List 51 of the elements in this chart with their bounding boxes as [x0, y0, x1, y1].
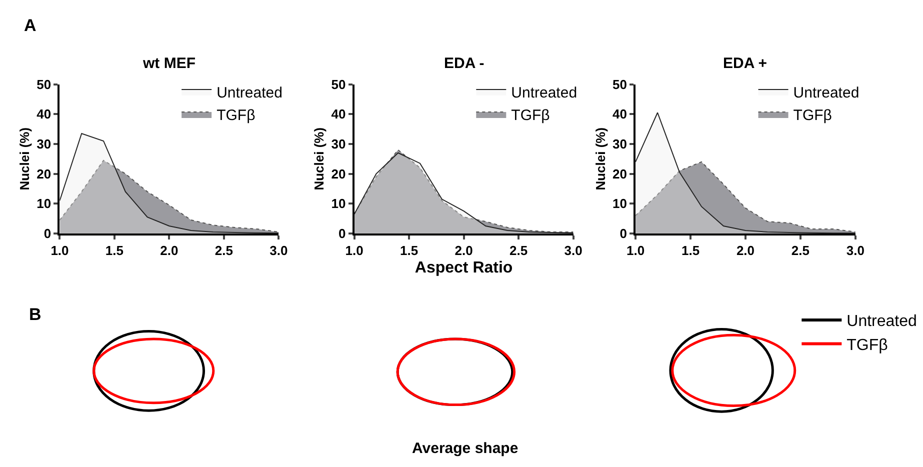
- x-tick-label: 1.0: [50, 243, 69, 258]
- chart-title: wt MEF: [142, 55, 196, 72]
- y-tick-label: 10: [612, 196, 627, 212]
- y-axis-title: Nuclei (%): [17, 127, 32, 190]
- x-tick-label: 2.0: [736, 243, 755, 258]
- legend-label: Untreated: [793, 84, 860, 102]
- x-tick-label: 2.0: [454, 243, 473, 258]
- legend-label: Untreated: [216, 84, 282, 102]
- y-tick-label: 40: [36, 106, 52, 122]
- legend-label: TGFβ: [793, 106, 832, 124]
- y-tick-label: 30: [36, 136, 52, 152]
- text: B: [29, 305, 42, 324]
- y-tick-label: 20: [612, 166, 627, 182]
- chart-title: EDA -: [444, 55, 484, 72]
- x-tick-label: 2.5: [509, 243, 528, 258]
- x-tick-label: 3.0: [564, 243, 582, 258]
- y-tick-label: 0: [44, 226, 52, 241]
- y-tick-label: 40: [331, 106, 346, 122]
- y-tick-label: 50: [331, 76, 346, 92]
- y-tick-label: 50: [612, 76, 627, 92]
- x-axis-title: Aspect Ratio: [414, 259, 513, 276]
- legend-label: Untreated: [511, 84, 578, 102]
- y-tick-label: 10: [331, 196, 346, 212]
- legend-label: TGFβ: [846, 337, 888, 354]
- x-tick-label: 1.0: [345, 243, 364, 258]
- x-tick-label: 3.0: [270, 243, 288, 258]
- x-tick-label: 3.0: [846, 243, 864, 258]
- text: A: [24, 16, 36, 35]
- y-tick-label: 20: [36, 166, 52, 182]
- y-tick-label: 30: [331, 136, 346, 152]
- x-tick-label: 1.5: [681, 243, 700, 258]
- legend-label: TGFβ: [511, 106, 550, 124]
- x-tick-label: 2.5: [791, 243, 810, 258]
- y-axis-title: Nuclei (%): [592, 127, 608, 190]
- chart-title: EDA +: [723, 55, 768, 72]
- x-tick-label: 1.5: [400, 243, 418, 258]
- y-tick-label: 40: [612, 106, 627, 122]
- y-tick-label: 30: [612, 136, 627, 152]
- x-tick-label: 2.5: [214, 243, 233, 258]
- y-axis-title: Nuclei (%): [312, 127, 327, 190]
- x-tick-label: 2.0: [160, 243, 178, 258]
- y-tick-label: 20: [331, 166, 346, 182]
- y-tick-label: 0: [620, 226, 627, 241]
- legend-label: Untreated: [846, 313, 917, 330]
- y-tick-label: 50: [36, 76, 52, 92]
- text: Average shape: [412, 440, 518, 457]
- legend-label: TGFβ: [216, 106, 256, 124]
- x-tick-label: 1.0: [626, 243, 645, 258]
- x-tick-label: 1.5: [105, 243, 124, 258]
- y-tick-label: 10: [36, 196, 52, 212]
- y-tick-label: 0: [338, 226, 346, 241]
